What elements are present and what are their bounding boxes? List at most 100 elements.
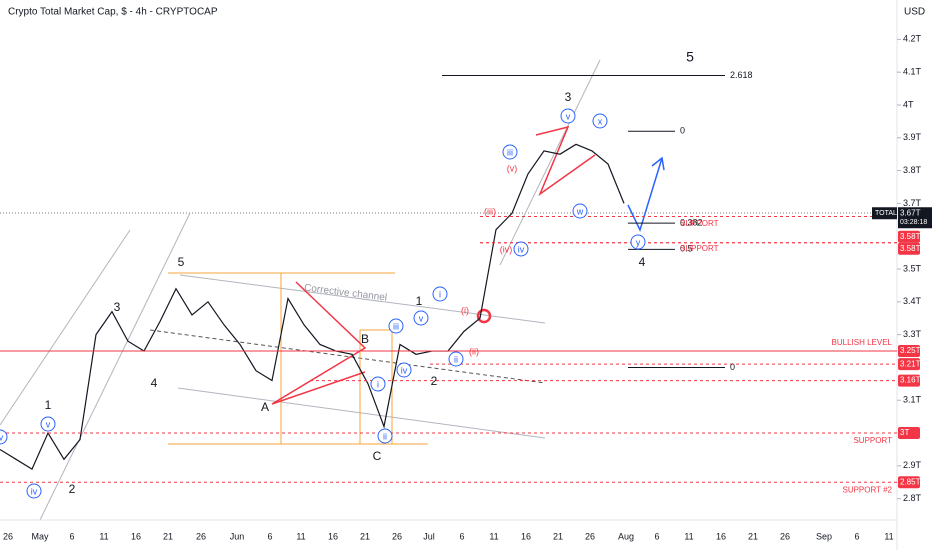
x-tick-label: Aug — [618, 531, 634, 541]
price-tag-label: 3.21T — [900, 359, 921, 368]
wave-label: iv — [31, 486, 38, 496]
x-tick-label: Jul — [423, 531, 435, 541]
level-name: SUPPORT #2 — [842, 485, 892, 494]
x-tick-label: 16 — [328, 531, 338, 541]
x-tick-label: 21 — [748, 531, 758, 541]
fib-label: 0 — [680, 126, 685, 136]
wave-label: C — [373, 449, 382, 463]
fib-label: 0 — [730, 362, 735, 372]
last-price-tag — [898, 207, 932, 229]
x-tick-label: 11 — [296, 531, 305, 541]
wave-label: x — [598, 116, 603, 126]
x-tick-label: 26 — [585, 531, 595, 541]
wave-label: 1 — [45, 398, 52, 412]
x-tick-label: 16 — [521, 531, 531, 541]
fib-label: 2.618 — [730, 70, 753, 80]
countdown: 03:28:18 — [900, 219, 927, 226]
wave-circle — [502, 144, 518, 160]
price-tag-label: 3.58T — [900, 244, 921, 253]
wave-circle — [40, 416, 56, 432]
y-tick-label: 4.1T — [903, 67, 922, 77]
wave-label: (iii) — [484, 206, 496, 216]
y-tick-label: 4.2T — [903, 34, 922, 44]
level-name: BULLISH LEVEL — [832, 338, 893, 347]
wave-label: iv — [401, 365, 408, 375]
symbol-label: TOTAL — [875, 210, 897, 217]
x-tick-label: 21 — [360, 531, 370, 541]
wave-circle — [448, 351, 464, 367]
y-tick-label: 3.3T — [903, 329, 922, 339]
wave-label: iii — [507, 147, 513, 157]
wave-label: 4 — [639, 255, 646, 269]
wave-label: 5 — [178, 255, 185, 269]
channel-line — [177, 387, 546, 439]
wave-label: i — [439, 289, 441, 299]
x-tick-label: 26 — [392, 531, 402, 541]
x-tick-label: 6 — [267, 531, 272, 541]
price-tag — [898, 476, 920, 489]
x-tick-label: 26 — [780, 531, 790, 541]
wave-circle — [396, 362, 412, 378]
last-price: 3.67T — [900, 208, 921, 217]
wave-label: 5 — [686, 49, 694, 65]
currency: USD — [904, 7, 925, 18]
x-tick-label: May — [31, 531, 49, 541]
wave-label: v — [419, 313, 424, 323]
wave-label: w — [576, 206, 584, 216]
price-tag — [898, 242, 920, 255]
wave-label: (ii) — [469, 346, 479, 356]
x-tick-label: 26 — [196, 531, 206, 541]
price-tag-label: 3.16T — [900, 376, 921, 385]
y-tick-label: 4T — [903, 99, 914, 109]
x-tick-label: 6 — [69, 531, 74, 541]
wave-label: iv — [0, 432, 4, 442]
y-tick-label: 3.4T — [903, 296, 922, 306]
x-tick-label: 11 — [99, 531, 108, 541]
fib-note: SUPPORT — [680, 244, 719, 253]
y-tick-label: 2.9T — [903, 460, 922, 470]
wave-label: iv — [518, 244, 525, 254]
x-tick-label: 6 — [459, 531, 464, 541]
price-tag-label: 3.25T — [900, 346, 921, 355]
wave-circle — [630, 234, 646, 250]
channel-line — [179, 274, 546, 324]
wave-label: 3 — [565, 90, 572, 104]
y-tick-label: 3.8T — [903, 165, 922, 175]
wave-label: i — [377, 379, 379, 389]
wave-circle — [592, 113, 608, 129]
fib-label: 0.382 — [680, 217, 703, 227]
price-tag — [898, 345, 920, 358]
price-line — [0, 143, 625, 471]
x-tick-label: 11 — [684, 531, 693, 541]
triangle — [271, 281, 367, 405]
x-tick-label: 21 — [163, 531, 173, 541]
wave-circle — [432, 286, 448, 302]
x-tick-label: Jun — [230, 531, 245, 541]
x-tick-label: 16 — [131, 531, 141, 541]
channel-line — [39, 212, 191, 521]
channel-line — [149, 329, 546, 384]
wave-circle — [0, 429, 8, 445]
fib-note: SUPPORT — [680, 219, 719, 228]
wave-label: 2 — [431, 374, 438, 388]
y-tick-label: 3.9T — [903, 132, 922, 142]
channel-line — [0, 229, 131, 426]
wave-label: ii — [383, 431, 387, 441]
price-tag-label: 2.85T — [900, 477, 921, 486]
projection-arrow — [627, 157, 663, 233]
channel-line — [499, 59, 601, 266]
wave-circle — [377, 428, 393, 444]
x-tick-label: 21 — [553, 531, 563, 541]
price-tag-label: 3T — [900, 428, 909, 437]
symbol-tag — [872, 207, 897, 220]
wave-circle — [26, 483, 42, 499]
x-tick-label: 6 — [654, 531, 659, 541]
wave-label: (iv) — [500, 244, 513, 254]
wave-label: A — [261, 400, 269, 414]
level-name: SUPPORT — [853, 436, 892, 445]
wave-label: 3 — [114, 300, 121, 314]
wave-label: v — [46, 419, 51, 429]
highlight-circle — [476, 308, 492, 324]
wave-label: ii — [454, 354, 458, 364]
